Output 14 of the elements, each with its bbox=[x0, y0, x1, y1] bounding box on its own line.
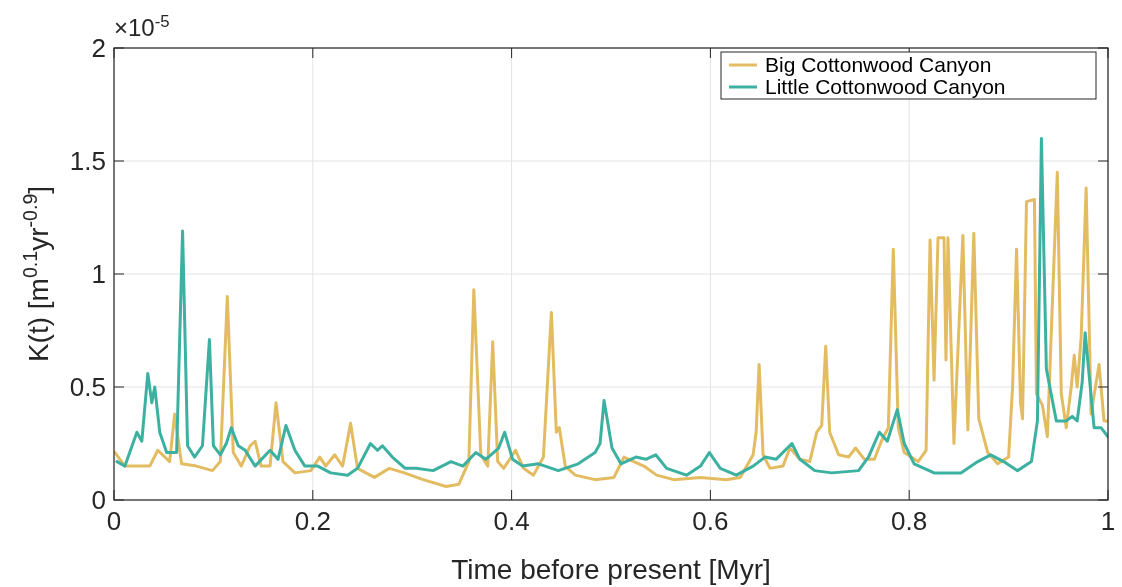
x-tick-label: 1 bbox=[1100, 506, 1116, 536]
y-tick-label: 1 bbox=[91, 259, 106, 289]
x-axis-title: Time before present [Myr] bbox=[451, 554, 771, 585]
legend-label: Big Cottonwood Canyon bbox=[765, 53, 992, 76]
x-tick-label: 0.8 bbox=[891, 506, 928, 536]
legend-label: Little Cottonwood Canyon bbox=[765, 75, 1006, 98]
y-tick-label: 0.5 bbox=[69, 372, 106, 402]
y-tick-label: 0 bbox=[91, 485, 106, 515]
y-tick-label: 1.5 bbox=[69, 146, 106, 176]
x-tick-label: 0.4 bbox=[493, 506, 530, 536]
x-tick-label: 0.2 bbox=[294, 506, 331, 536]
y-tick-label: 2 bbox=[91, 33, 106, 63]
x-tick-label: 0.6 bbox=[692, 506, 729, 536]
text: ×10$^{-5}$ bbox=[114, 11, 170, 41]
